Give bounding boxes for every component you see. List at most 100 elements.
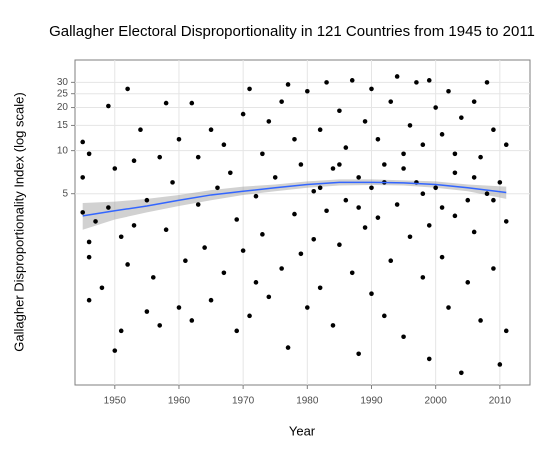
data-point bbox=[420, 191, 426, 196]
y-tick-label: 20 bbox=[57, 102, 69, 113]
data-point bbox=[106, 205, 111, 210]
data-point bbox=[292, 211, 297, 217]
chart-title: Gallagher Electoral Disproportionality i… bbox=[49, 23, 535, 40]
data-point bbox=[221, 142, 227, 148]
plot-panel bbox=[74, 59, 531, 386]
data-point bbox=[362, 119, 368, 124]
data-point bbox=[375, 136, 381, 142]
data-point bbox=[86, 254, 92, 260]
data-point bbox=[125, 262, 130, 267]
data-point bbox=[369, 185, 374, 191]
y-tick-label: 10 bbox=[57, 145, 69, 156]
data-point bbox=[317, 185, 323, 191]
data-point bbox=[298, 251, 304, 257]
x-tick-label: 1950 bbox=[104, 396, 127, 407]
data-point bbox=[215, 185, 220, 191]
data-point bbox=[503, 328, 509, 334]
data-point bbox=[349, 270, 355, 276]
data-point bbox=[170, 180, 175, 185]
data-point bbox=[439, 254, 445, 260]
data-point bbox=[343, 197, 349, 203]
x-axis-title: Year bbox=[289, 423, 316, 438]
data-point bbox=[228, 170, 233, 176]
data-point bbox=[401, 334, 406, 340]
data-point bbox=[433, 105, 438, 110]
data-point bbox=[471, 229, 477, 235]
data-point bbox=[163, 100, 169, 106]
data-point bbox=[208, 297, 214, 303]
data-point bbox=[195, 202, 201, 207]
data-point bbox=[253, 193, 259, 199]
data-point bbox=[337, 242, 342, 247]
data-point bbox=[189, 318, 195, 323]
data-point bbox=[234, 328, 240, 334]
x-tick-label: 2000 bbox=[425, 396, 448, 407]
data-point bbox=[305, 305, 310, 310]
data-point bbox=[125, 86, 130, 92]
data-point bbox=[86, 239, 92, 245]
data-point bbox=[478, 318, 483, 323]
y-tick-label: 15 bbox=[57, 120, 69, 131]
data-point bbox=[503, 142, 509, 148]
data-point bbox=[260, 232, 265, 237]
data-point bbox=[356, 175, 361, 180]
data-point bbox=[93, 219, 98, 224]
data-point bbox=[138, 127, 143, 133]
data-point bbox=[491, 266, 496, 271]
data-point bbox=[446, 305, 451, 310]
data-point bbox=[330, 166, 336, 171]
data-point bbox=[292, 136, 297, 142]
data-point bbox=[337, 162, 342, 167]
data-point bbox=[86, 297, 92, 303]
data-point bbox=[426, 223, 432, 228]
data-point bbox=[459, 115, 464, 120]
data-point bbox=[375, 215, 381, 220]
data-point bbox=[266, 294, 272, 300]
data-point bbox=[426, 78, 432, 83]
data-point bbox=[157, 154, 163, 160]
data-point bbox=[266, 119, 272, 124]
data-point bbox=[118, 328, 124, 334]
data-point bbox=[356, 351, 361, 357]
data-point bbox=[478, 154, 483, 160]
data-point bbox=[503, 219, 509, 224]
data-point bbox=[471, 175, 477, 180]
data-point bbox=[465, 197, 471, 203]
data-point bbox=[176, 136, 182, 142]
data-point bbox=[240, 111, 246, 117]
data-point bbox=[484, 191, 490, 196]
data-point bbox=[112, 348, 118, 353]
y-tick-label: 25 bbox=[57, 88, 69, 99]
data-point bbox=[324, 80, 329, 85]
data-point bbox=[491, 197, 496, 203]
data-point bbox=[279, 99, 284, 104]
data-point bbox=[452, 151, 458, 157]
data-point bbox=[285, 345, 291, 350]
data-point bbox=[86, 151, 92, 157]
data-point bbox=[176, 305, 182, 310]
data-point bbox=[189, 100, 195, 106]
data-point bbox=[260, 151, 265, 157]
data-point bbox=[356, 205, 361, 210]
smooth-line bbox=[82, 181, 507, 217]
data-point bbox=[484, 80, 490, 85]
x-tick-label: 1980 bbox=[296, 396, 319, 407]
data-point bbox=[382, 313, 387, 319]
data-point bbox=[253, 280, 259, 285]
data-point bbox=[157, 323, 163, 328]
data-point bbox=[80, 139, 86, 145]
data-point bbox=[369, 86, 374, 92]
data-point bbox=[388, 258, 394, 264]
data-point bbox=[144, 309, 150, 314]
data-point bbox=[272, 175, 278, 180]
data-point bbox=[471, 99, 477, 104]
data-point bbox=[420, 142, 426, 148]
data-point bbox=[131, 223, 137, 228]
data-point bbox=[452, 213, 458, 219]
data-point bbox=[401, 151, 406, 157]
data-point bbox=[80, 175, 86, 180]
data-point bbox=[459, 370, 464, 376]
data-point bbox=[208, 127, 214, 133]
data-point bbox=[388, 99, 394, 104]
data-point bbox=[279, 266, 284, 271]
